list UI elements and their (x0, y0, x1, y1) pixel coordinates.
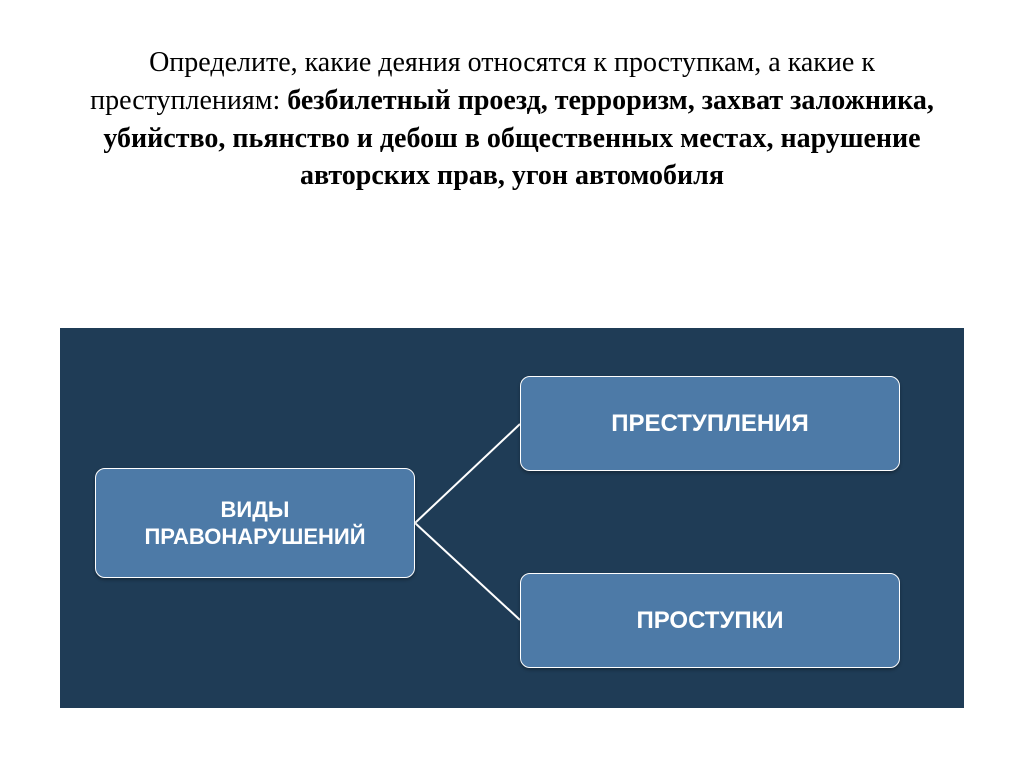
root-node: ВИДЫ ПРАВОНАРУШЕНИЙ (95, 468, 415, 578)
child-node-crimes: ПРЕСТУПЛЕНИЯ (520, 376, 900, 471)
slide-heading: Определите, какие деяния относятся к про… (0, 0, 1024, 215)
slide: Определите, какие деяния относятся к про… (0, 0, 1024, 767)
child-node-misdemeanors: ПРОСТУПКИ (520, 573, 900, 668)
diagram-panel: ВИДЫ ПРАВОНАРУШЕНИЙ ПРЕСТУПЛЕНИЯ ПРОСТУП… (60, 328, 964, 708)
